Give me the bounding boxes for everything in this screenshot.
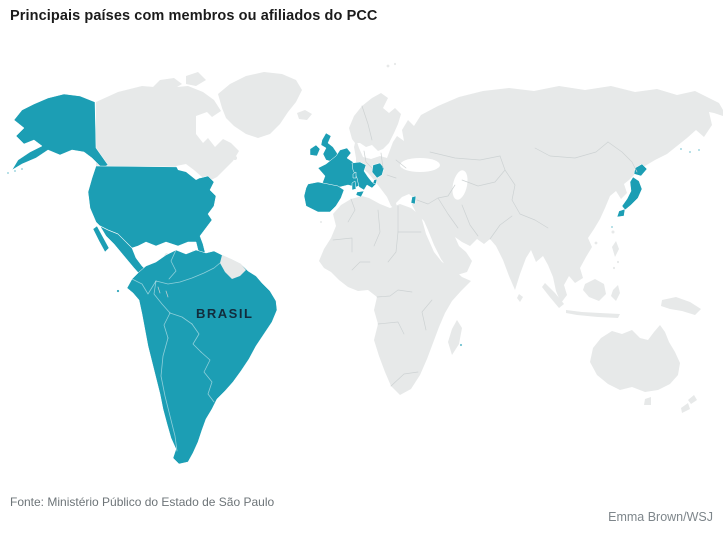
islands-philippines <box>612 241 619 257</box>
island-sri-lanka <box>517 294 523 302</box>
country-australia <box>590 325 680 392</box>
island-sardinia <box>351 180 357 191</box>
aleutian-island-3 <box>20 167 24 171</box>
arctic-island-1 <box>150 78 182 94</box>
aleutian-island-5 <box>688 150 692 154</box>
continent-south-america <box>126 249 278 465</box>
source-note: Fonte: Ministério Público do Estado de S… <box>10 495 275 509</box>
island-hainan <box>594 241 598 245</box>
country-greenland <box>218 72 302 138</box>
continent-africa <box>319 196 471 395</box>
aleutian-island-6 <box>697 148 701 152</box>
sea-overlays <box>176 112 468 279</box>
island-sicily <box>355 190 365 198</box>
aleutian-island-4 <box>679 147 683 151</box>
region-guianas <box>220 255 246 279</box>
island-reunion <box>459 343 463 347</box>
island-new-guinea <box>661 297 701 315</box>
island-corsica <box>352 171 357 179</box>
island-madagascar <box>448 320 462 355</box>
aleutian-island-1 <box>6 171 10 175</box>
country-italy <box>351 161 377 191</box>
island-taiwan <box>611 230 615 234</box>
island-sulawesi <box>611 285 620 301</box>
country-borders <box>157 105 638 387</box>
island-java <box>566 310 620 318</box>
country-spain-portugal <box>303 181 345 213</box>
island-philippines-3 <box>612 266 616 270</box>
aleutian-island-2 <box>13 169 17 173</box>
region-eurasia <box>354 86 723 303</box>
island-tasmania <box>644 397 651 405</box>
country-new-zealand-north <box>688 395 697 404</box>
brasil-label: BRASIL <box>196 306 253 321</box>
country-ireland <box>309 144 321 157</box>
country-japan-hokkaido <box>633 163 648 177</box>
island-sumatra <box>542 283 564 308</box>
country-serbia <box>371 162 385 179</box>
highlighted-countries <box>6 93 701 465</box>
island-svalbard-1 <box>386 64 390 68</box>
region-scandinavia <box>349 93 401 151</box>
arctic-island-2 <box>186 72 206 86</box>
country-new-zealand-south <box>681 403 690 413</box>
islands-galapagos <box>116 289 120 293</box>
graphic-title: Principais países com membros ou afiliad… <box>10 8 378 24</box>
country-usa-alaska <box>11 93 109 171</box>
island-okinawa <box>610 225 614 229</box>
south-america-borders <box>99 225 221 452</box>
island-borneo <box>583 279 606 301</box>
hudson-bay <box>196 112 215 143</box>
island-svalbard-2 <box>393 62 397 66</box>
black-sea <box>400 158 440 172</box>
island-canary <box>320 221 322 223</box>
country-canada <box>96 86 239 181</box>
country-lebanon <box>410 195 417 205</box>
island-philippines-2 <box>616 260 620 264</box>
great-lakes <box>176 164 202 180</box>
island-newfoundland <box>233 156 237 160</box>
country-japan-kyushu <box>616 208 626 218</box>
credit: Emma Brown/WSJ <box>608 510 713 524</box>
caspian-sea <box>452 170 468 200</box>
country-albania <box>372 178 378 185</box>
country-iceland <box>297 110 312 120</box>
region-baja-california <box>92 225 110 253</box>
